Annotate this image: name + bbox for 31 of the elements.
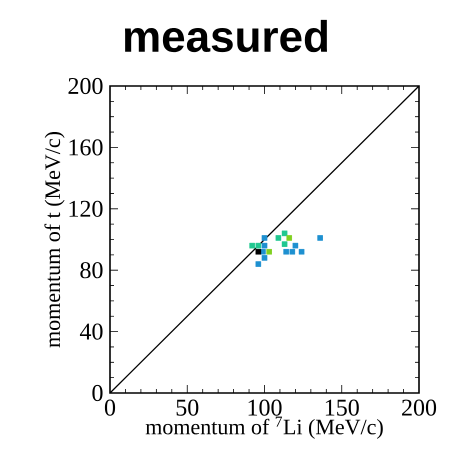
x-tick-label: 100 — [248, 400, 282, 416]
chart-title: measured — [124, 20, 328, 52]
point — [298, 248, 304, 255]
point — [256, 248, 262, 255]
y-tick-label: 120 — [70, 200, 103, 217]
point — [249, 242, 255, 248]
point — [256, 242, 262, 248]
point — [262, 255, 268, 261]
point — [262, 242, 268, 248]
x-tick-label: 0 — [104, 400, 116, 416]
point — [262, 235, 268, 241]
x-tick-label: 150 — [326, 400, 359, 416]
y-tick-label: 40 — [80, 323, 103, 340]
point — [283, 248, 289, 255]
y-tick-label: 200 — [68, 78, 103, 94]
x-axis-title: momentum of $^{7}$Li (MeV/c) — [146, 416, 383, 439]
point — [286, 235, 292, 241]
y-tick-label: 160 — [70, 139, 103, 156]
point — [266, 248, 272, 255]
y-axis-title: momentum of t (MeV/c) — [44, 132, 65, 348]
point — [317, 235, 323, 241]
point — [292, 242, 298, 248]
point — [282, 230, 288, 236]
y-tick-label: 80 — [80, 262, 103, 278]
x-tick-label: 50 — [176, 400, 198, 416]
point — [256, 261, 262, 267]
y-tick-label: 0 — [92, 384, 103, 402]
point — [290, 248, 296, 255]
point — [282, 241, 288, 247]
point — [276, 235, 282, 241]
x-tick-label: 200 — [402, 400, 436, 416]
